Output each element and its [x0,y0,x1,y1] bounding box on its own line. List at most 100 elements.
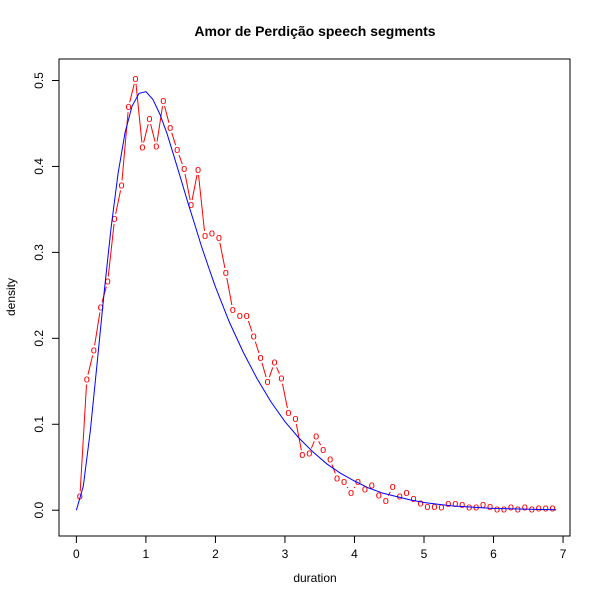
observed-point: o [390,481,396,493]
observed-point: o [230,304,236,316]
chart-title: Amor de Perdição speech segments [194,23,435,39]
x-tick-label: 6 [490,547,497,561]
point-background [291,414,300,425]
fitted-density-curve [75,91,557,511]
point-background [242,310,251,321]
observed-point: o [550,502,556,514]
point-background [479,500,488,511]
observed-point: o [397,490,403,502]
point-background [312,431,321,442]
point-background [506,502,515,513]
point-background [221,268,230,279]
point-background [194,164,203,175]
point-background [277,373,286,384]
observed-point: o [244,310,250,322]
observed-point: o [306,447,312,459]
observed-point: o [285,407,291,419]
observed-point: o [265,376,271,388]
observed-point: o [466,502,472,514]
observed-point: o [237,310,243,322]
point-background [103,276,112,287]
observed-point: o [424,501,430,513]
observed-point: o [139,142,145,154]
x-axis-label: duration [293,571,336,585]
point-background [319,445,328,456]
x-tick-label: 5 [421,547,428,561]
point-background [353,476,362,487]
point-background [499,504,508,515]
observed-point: o [153,141,159,153]
observed-point: o [383,495,389,507]
x-tick-label: 0 [73,547,80,561]
observed-point: o [292,413,298,425]
point-background [159,96,168,107]
observed-point: o [146,113,152,125]
point-background [333,473,342,484]
point-background [152,141,161,152]
point-background [548,503,557,514]
point-background [131,73,140,84]
observed-point: o [181,163,187,175]
observed-point: o [452,498,458,510]
observed-point: o [411,493,417,505]
observed-point: o [480,499,486,511]
observed-point: o [348,487,354,499]
point-background [263,377,272,388]
observed-point: o [313,430,319,442]
observed-point: o [105,276,111,288]
observed-point: o [209,227,215,239]
observed-point: o [362,484,368,496]
point-background [534,503,543,514]
observed-point: o [459,499,465,511]
observed-point: o [487,501,493,513]
observed-point: o [98,301,104,313]
point-background [360,484,369,495]
point-background [347,488,355,499]
observed-point: o [369,479,375,491]
point-background [340,476,349,487]
observed-point: o [445,498,451,510]
x-tick-label: 4 [351,547,358,561]
observed-point: o [84,374,90,386]
y-tick-label: 0.1 [32,416,46,433]
point-background [89,345,98,356]
point-background [493,504,501,515]
point-background [173,145,182,156]
x-tick-label: 2 [212,547,219,561]
observed-point: o [334,472,340,484]
point-background [430,501,439,512]
observed-point: o [355,476,361,488]
point-background [541,503,550,514]
observed-point: o [167,122,173,134]
point-background [235,310,244,321]
point-background [214,232,223,243]
point-background [402,488,411,499]
observed-point: o [522,502,528,514]
y-tick-label: 0.4 [32,158,46,175]
point-background [326,454,335,465]
point-background [96,302,105,313]
point-background [284,408,293,419]
observed-point: o [125,101,131,113]
observed-point: o [376,490,382,502]
point-background [124,102,133,113]
point-background [416,498,425,509]
point-background [444,499,453,510]
observed-point: o [327,454,333,466]
point-background [409,494,418,505]
point-background [388,482,397,493]
observed-point: o [501,503,507,515]
point-background [520,502,529,513]
observed-point: o [271,356,277,368]
y-axis-label: density [4,278,18,316]
observed-point: o [119,179,125,191]
observed-point: o [251,331,257,343]
y-tick-label: 0.5 [32,72,46,89]
observed-point: o [536,502,542,514]
point-background [180,164,189,175]
observed-point: o [341,476,347,488]
point-background [270,357,279,368]
point-background [367,480,376,491]
